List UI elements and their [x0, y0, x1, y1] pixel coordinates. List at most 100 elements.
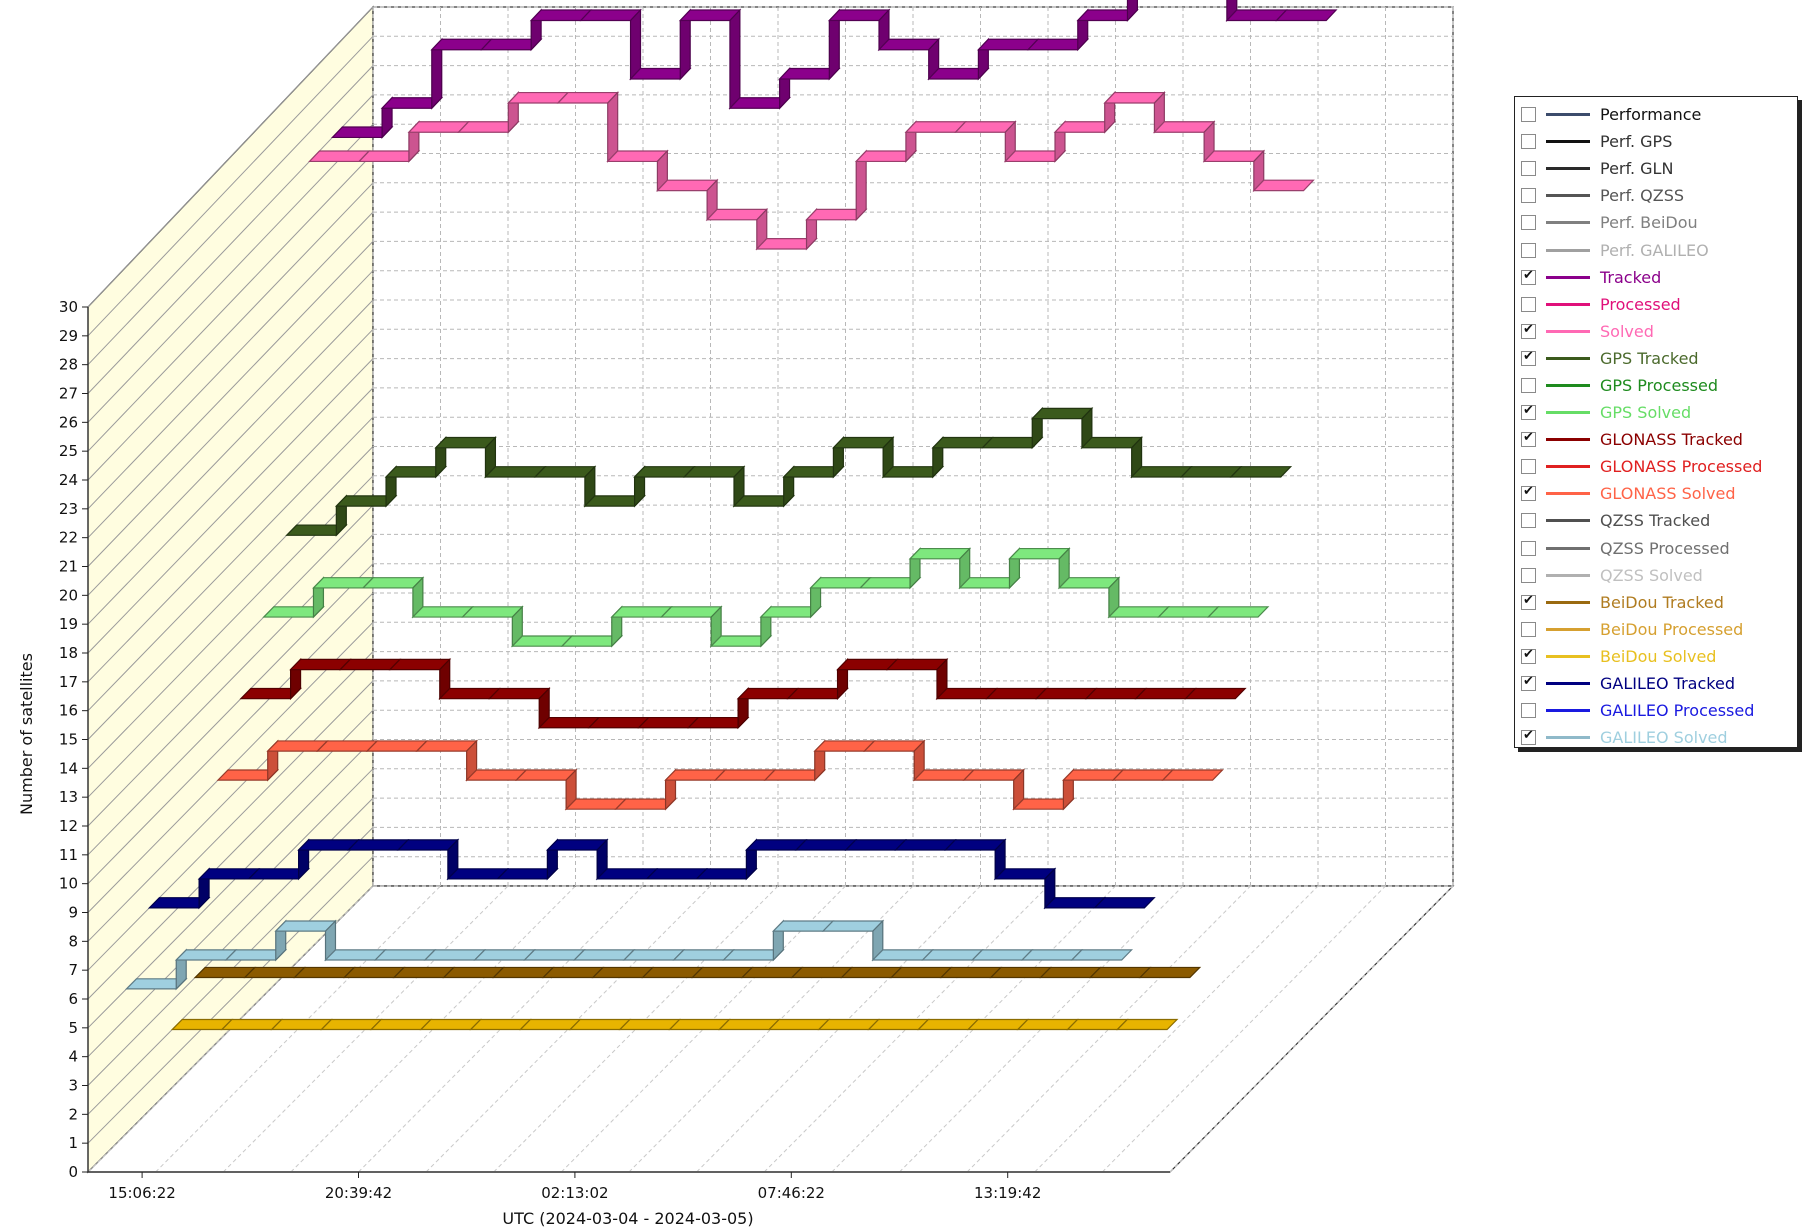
legend-checkbox[interactable] — [1521, 430, 1536, 448]
y-tick-label: 29 — [59, 327, 78, 345]
legend-checkbox[interactable] — [1521, 215, 1536, 231]
series-galileo-tracked — [147, 838, 1156, 910]
legend-checkbox[interactable] — [1521, 377, 1536, 393]
y-tick-label: 23 — [59, 500, 78, 518]
chart-background — [86, 5, 1455, 1174]
x-tick-label: 20:39:42 — [325, 1184, 392, 1202]
legend-checkbox[interactable] — [1521, 593, 1536, 610]
legend-line-swatch — [1546, 519, 1590, 523]
wall-diagonal — [87, 651, 374, 942]
legend-checkbox[interactable] — [1521, 703, 1536, 719]
legend-item[interactable]: GALILEO Tracked — [1515, 670, 1797, 697]
floor-grid-line — [358, 885, 644, 1173]
data-point — [1206, 606, 1270, 618]
legend-checkbox[interactable] — [1521, 161, 1536, 177]
step-riser — [729, 8, 741, 110]
y-tick-label: 7 — [68, 961, 78, 979]
legend-checkbox[interactable] — [1521, 647, 1536, 664]
legend-label: GPS Tracked — [1600, 348, 1699, 368]
legend-item[interactable]: Solved — [1515, 318, 1797, 345]
legend-item[interactable]: QZSS Tracked — [1515, 507, 1797, 534]
legend-item[interactable]: QZSS Solved — [1515, 562, 1797, 589]
legend-checkbox[interactable] — [1521, 567, 1536, 583]
legend-checkbox[interactable] — [1521, 513, 1536, 529]
legend-item[interactable]: QZSS Processed — [1515, 535, 1797, 562]
legend-checkbox[interactable] — [1521, 242, 1536, 258]
legend-line-swatch — [1546, 140, 1590, 144]
y-tick-label: 13 — [59, 788, 78, 806]
legend-item[interactable]: Perf. GALILEO — [1515, 236, 1797, 263]
legend-checkbox[interactable] — [1521, 349, 1536, 366]
legend-item[interactable]: Perf. GLN — [1515, 155, 1797, 182]
floor-grid-line — [493, 885, 779, 1173]
legend-checkbox[interactable] — [1521, 322, 1536, 339]
y-tick-label: 11 — [59, 846, 78, 864]
legend-item[interactable]: GPS Solved — [1515, 399, 1797, 426]
legend-checkbox[interactable] — [1521, 296, 1536, 312]
floor-grid-line — [155, 885, 441, 1173]
y-tick-label: 25 — [59, 442, 78, 460]
data-point — [1275, 9, 1338, 22]
legend-checkbox[interactable] — [1521, 134, 1536, 150]
legend-item[interactable]: GLONASS Processed — [1515, 453, 1797, 480]
legend-checkbox[interactable] — [1521, 484, 1536, 502]
y-tick-label: 8 — [68, 932, 78, 950]
y-tick-label: 21 — [59, 558, 78, 576]
step-riser — [607, 91, 619, 163]
wall-diagonal — [87, 123, 374, 423]
legend-checkbox[interactable] — [1521, 674, 1536, 692]
legend-item[interactable]: GLONASS Solved — [1515, 480, 1797, 507]
x-tick-label: 07:46:22 — [758, 1184, 825, 1202]
wall-diagonal — [87, 446, 374, 740]
data-point — [1252, 179, 1315, 192]
legend-checkbox[interactable] — [1521, 459, 1536, 475]
legend-item[interactable]: GALILEO Solved — [1515, 724, 1797, 751]
legend-line-swatch — [1546, 438, 1590, 442]
legend-checkbox[interactable] — [1521, 107, 1536, 123]
legend-item[interactable]: GLONASS Tracked — [1515, 426, 1797, 453]
legend-item[interactable]: GPS Processed — [1515, 372, 1797, 399]
wall-diagonal — [87, 621, 374, 913]
legend-item[interactable]: Perf. QZSS — [1515, 182, 1797, 209]
legend-line-swatch — [1546, 356, 1590, 360]
y-tick-label: 17 — [59, 673, 78, 691]
y-tick-label: 19 — [59, 615, 78, 633]
legend-line-swatch — [1546, 302, 1590, 306]
wall-diagonal — [87, 387, 374, 683]
series-gps-solved — [262, 547, 1270, 648]
legend-item[interactable]: BeiDou Processed — [1515, 616, 1797, 643]
legend-checkbox[interactable] — [1521, 621, 1536, 637]
x-tick-label: 15:06:22 — [108, 1184, 175, 1202]
step-riser — [1126, 0, 1139, 23]
legend-item[interactable]: Perf. GPS — [1515, 128, 1797, 155]
legend-label: Tracked — [1600, 267, 1662, 287]
legend-label: GALILEO Processed — [1600, 701, 1755, 721]
legend-item[interactable]: GPS Tracked — [1515, 345, 1797, 372]
legend-line-swatch — [1546, 383, 1590, 387]
legend-line-swatch — [1546, 411, 1590, 415]
y-tick-label: 9 — [68, 904, 78, 922]
legend-item[interactable]: BeiDou Tracked — [1515, 589, 1797, 616]
legend-checkbox[interactable] — [1521, 728, 1536, 746]
series-beidou-solved — [170, 1018, 1179, 1031]
legend-item[interactable]: Performance — [1515, 101, 1797, 128]
legend-label: Performance — [1600, 105, 1702, 125]
legend-checkbox[interactable] — [1521, 268, 1536, 285]
legend-item[interactable]: BeiDou Solved — [1515, 643, 1797, 670]
legend-item[interactable]: Processed — [1515, 291, 1797, 318]
data-point — [1161, 769, 1224, 781]
y-tick-label: 22 — [59, 529, 78, 547]
legend-checkbox[interactable] — [1521, 403, 1536, 421]
legend-checkbox[interactable] — [1521, 540, 1536, 556]
floor-grid-line — [222, 885, 509, 1173]
legend-line-swatch — [1546, 654, 1590, 658]
series-galileo-solved — [125, 919, 1134, 991]
wall-diagonal — [87, 416, 374, 712]
legend-checkbox[interactable] — [1521, 188, 1536, 204]
floor-grid-line — [290, 885, 576, 1173]
legend-item[interactable]: Perf. BeiDou — [1515, 209, 1797, 236]
legend-label: GALILEO Solved — [1600, 728, 1728, 748]
legend-item[interactable]: Tracked — [1515, 264, 1797, 291]
legend-label: Perf. BeiDou — [1600, 213, 1698, 233]
legend-item[interactable]: GALILEO Processed — [1515, 697, 1797, 724]
